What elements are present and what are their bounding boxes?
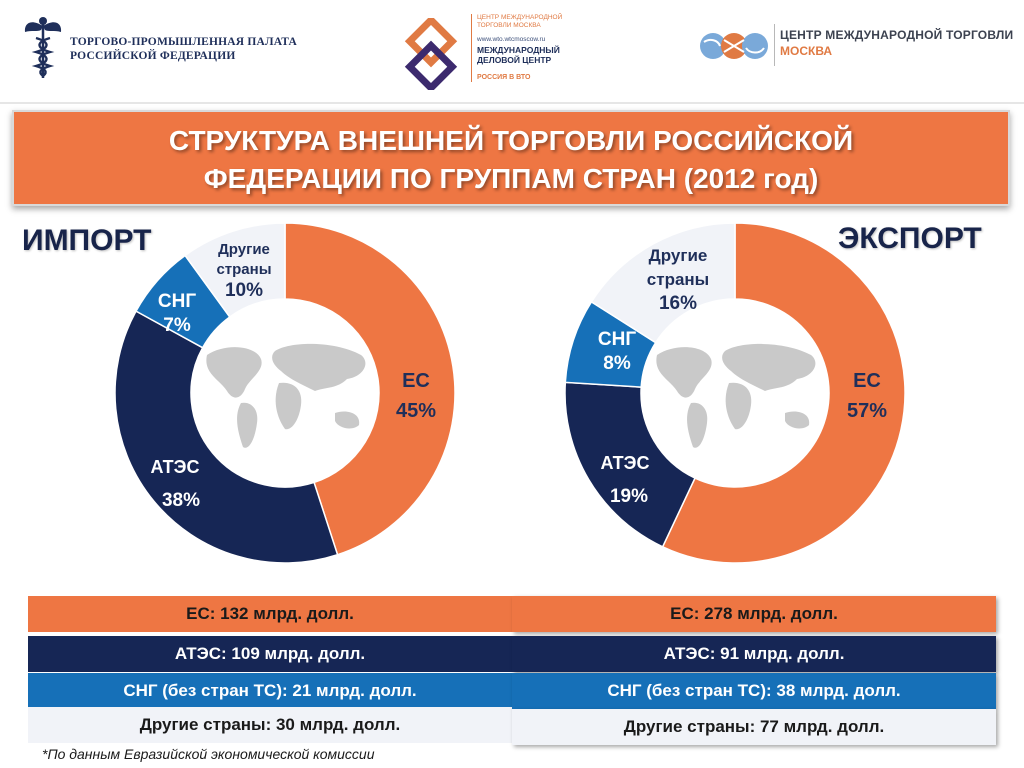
- import-eu-value: 45%: [395, 400, 437, 422]
- export-row-cis: СНГ (без стран ТС): 38 млрд. долл.: [512, 673, 996, 709]
- import-cis-label: СНГ 7%: [146, 290, 208, 338]
- title-line2: ФЕДЕРАЦИИ ПО ГРУППАМ СТРАН (2012 год): [203, 163, 819, 194]
- export-other-label: Другие страны 16%: [636, 244, 720, 316]
- title-banner: СТРУКТУРА ВНЕШНЕЙ ТОРГОВЛИ РОССИЙСКОЙ ФЕ…: [12, 110, 1010, 206]
- interlocked-squares-icon: [404, 18, 458, 90]
- import-row-other: Другие страны: 30 млрд. долл.: [28, 707, 512, 743]
- page-title: СТРУКТУРА ВНЕШНЕЙ ТОРГОВЛИ РОССИЙСКОЙ ФЕ…: [14, 122, 1008, 198]
- export-world-map-icon: [656, 343, 816, 448]
- wtc-globes-icon: [700, 33, 768, 59]
- logo-left-line2: РОССИЙСКОЙ ФЕДЕРАЦИИ: [70, 50, 236, 62]
- export-eu-name: ЕС: [853, 370, 881, 392]
- import-other-label: Другие страны 10%: [202, 240, 286, 302]
- import-row-apec: АТЭС: 109 млрд. долл.: [28, 636, 512, 672]
- export-donut-chart: [564, 222, 906, 564]
- header-bar: ТОРГОВО-ПРОМЫШЛЕННАЯ ПАЛАТА РОССИЙСКОЙ Ф…: [0, 0, 1024, 104]
- import-apec-name: АТЭС: [150, 457, 200, 477]
- title-line1: СТРУКТУРА ВНЕШНЕЙ ТОРГОВЛИ РОССИЙСКОЙ: [168, 125, 854, 156]
- export-map-shape-1: [687, 402, 708, 448]
- import-map-shape-0: [206, 347, 262, 398]
- import-row-eu: ЕС: 132 млрд. долл.: [28, 596, 512, 632]
- logo-mid-name: МЕЖДУНАРОДНЫЙ ДЕЛОВОЙ ЦЕНТР: [477, 45, 560, 65]
- import-apec-label: АТЭС 38%: [140, 450, 210, 518]
- logo-right-line1: ЦЕНТР МЕЖДУНАРОДНОЙ ТОРГОВЛИ: [780, 28, 1014, 42]
- logo-mid-top: ЦЕНТР МЕЖДУНАРОДНОЙ ТОРГОВЛИ МОСКВА: [477, 14, 562, 30]
- import-donut-chart: [114, 222, 456, 564]
- footnote: *По данным Евразийской экономической ком…: [42, 746, 375, 762]
- logo-left-text: ТОРГОВО-ПРОМЫШЛЕННАЯ ПАЛАТА РОССИЙСКОЙ Ф…: [70, 35, 297, 63]
- import-eu-name: ЕС: [402, 370, 430, 392]
- export-eu-label: ЕС 57%: [836, 366, 898, 426]
- export-row-other: Другие страны: 77 млрд. долл.: [512, 709, 996, 745]
- export-row-apec: АТЭС: 91 млрд. долл.: [512, 636, 996, 672]
- export-eu-value: 57%: [846, 400, 888, 422]
- import-map-shape-4: [335, 411, 360, 429]
- import-cis-value: 7%: [163, 315, 191, 336]
- import-cis-name: СНГ: [157, 291, 197, 312]
- export-map-shape-4: [785, 411, 810, 429]
- export-row-eu: ЕС: 278 млрд. долл.: [512, 596, 996, 632]
- import-map-shape-3: [275, 382, 302, 430]
- import-world-map-icon: [206, 343, 366, 448]
- caduceus-icon: [24, 17, 62, 78]
- logo-mid-name-line2: ДЕЛОВОЙ ЦЕНТР: [477, 55, 552, 65]
- export-map-shape-3: [725, 382, 752, 430]
- export-cis-name: СНГ: [597, 329, 637, 350]
- export-map-shape-2: [722, 343, 816, 391]
- import-heading: ИМПОРТ: [22, 224, 152, 257]
- import-map-shape-1: [237, 402, 258, 448]
- import-map-shape-2: [272, 343, 366, 391]
- export-cis-value: 8%: [603, 353, 631, 374]
- export-heading: ЭКСПОРТ: [838, 222, 982, 255]
- export-cis-label: СНГ 8%: [586, 328, 648, 376]
- import-other-value: 10%: [224, 280, 264, 301]
- export-apec-name: АТЭС: [600, 453, 650, 473]
- export-map-shape-0: [656, 347, 712, 398]
- import-row-cis: СНГ (без стран ТС): 21 млрд. долл.: [28, 673, 512, 709]
- logo-mid-name-line1: МЕЖДУНАРОДНЫЙ: [477, 45, 560, 55]
- logo-left-line1: ТОРГОВО-ПРОМЫШЛЕННАЯ ПАЛАТА: [70, 36, 298, 48]
- logo-mid-top-line1: ЦЕНТР МЕЖДУНАРОДНОЙ: [477, 14, 563, 21]
- export-other-name-2: страны: [646, 270, 710, 289]
- logo-chamber-of-commerce: ТОРГОВО-ПРОМЫШЛЕННАЯ ПАЛАТА РОССИЙСКОЙ Ф…: [22, 14, 322, 84]
- import-eu-label: ЕС 45%: [385, 366, 447, 426]
- logo-mid-url: www.wto.wtcmoscow.ru: [477, 36, 546, 43]
- logo-right-line2: МОСКВА: [780, 44, 833, 58]
- logo-mid-name-line3: РОССИЯ В ВТО: [477, 74, 531, 81]
- logo-mid-top-line2: ТОРГОВЛИ МОСКВА: [477, 22, 541, 29]
- import-other-name-2: страны: [216, 261, 272, 278]
- import-other-name-1: Другие: [218, 241, 270, 258]
- export-other-name-1: Другие: [648, 246, 708, 265]
- export-apec-value: 19%: [609, 486, 649, 507]
- import-apec-value: 38%: [161, 490, 201, 511]
- logo-mid-divider: [471, 14, 472, 82]
- logo-business-center: ЦЕНТР МЕЖДУНАРОДНОЙ ТОРГОВЛИ МОСКВА www.…: [395, 14, 585, 90]
- logo-right-divider: [774, 24, 775, 66]
- import-slice-other: [184, 222, 286, 318]
- export-other-value: 16%: [658, 293, 698, 314]
- logo-world-trade-center: ЦЕНТР МЕЖДУНАРОДНОЙ ТОРГОВЛИ МОСКВА: [698, 24, 1018, 74]
- export-apec-label: АТЭС 19%: [590, 446, 660, 514]
